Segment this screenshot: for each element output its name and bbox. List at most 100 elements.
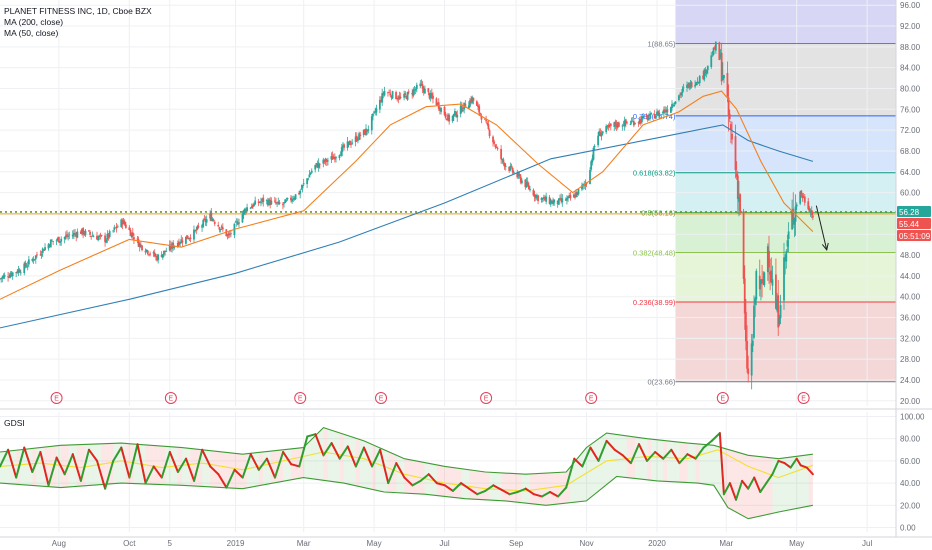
candle-body [172, 242, 175, 248]
candle-body [251, 205, 254, 208]
osc-fast-line-segment [217, 473, 228, 489]
time-axis-tick-label: 5 [168, 539, 173, 548]
candle-body [298, 193, 300, 195]
price-axis-tick-label: 92.00 [900, 22, 921, 31]
candle-body [687, 84, 690, 87]
osc-fast-line-segment [362, 446, 374, 468]
candle-body [470, 99, 472, 103]
candle-body [390, 95, 393, 98]
candle-body [156, 255, 158, 261]
candle-body [581, 185, 583, 190]
symbol-title: PLANET FITNESS INC, 1D, Cboe BZX [4, 6, 152, 16]
candle-body [397, 97, 400, 100]
candle-body [375, 108, 378, 113]
osc-lower-band[interactable] [0, 475, 814, 520]
candle-body [475, 101, 478, 106]
candle-body [55, 240, 58, 242]
time-axis-tick-label: Oct [123, 539, 136, 548]
earnings-event-marker[interactable]: E [716, 392, 729, 404]
candle-body [723, 75, 725, 79]
candle-body [654, 115, 657, 119]
osc-band-fill [780, 457, 785, 512]
candle-body [154, 255, 157, 257]
osc-fast-line-segment [747, 476, 756, 490]
osc-fast-line-segment [702, 439, 713, 449]
candle-body [318, 163, 321, 165]
earnings-event-marker[interactable]: E [50, 392, 63, 404]
projection-arrow[interactable] [815, 205, 828, 250]
candle-body [517, 173, 520, 177]
candle-body [265, 200, 268, 201]
ma200-line[interactable] [0, 124, 814, 329]
candle-body [228, 234, 231, 236]
candle-body [540, 198, 543, 200]
osc-axis-tick-label: 60.00 [900, 457, 921, 466]
candle-body [681, 88, 684, 94]
osc-band-fill [347, 435, 352, 485]
osc-band-fill [145, 444, 150, 485]
earnings-event-label: E [720, 396, 725, 403]
earnings-event-marker[interactable]: E [164, 392, 177, 404]
candle-body [261, 198, 264, 201]
osc-band-fill [707, 444, 712, 486]
osc-fast-line-segment [265, 457, 276, 479]
price-axis-tick-label: 36.00 [900, 314, 921, 323]
osc-band-fill [792, 456, 797, 510]
candle-body [607, 124, 610, 128]
symbol-legend: PLANET FITNESS INC, 1D, Cboe BZX MA (200… [4, 6, 152, 39]
osc-fast-line-segment [55, 456, 66, 476]
price-axis-tick-label: 60.00 [900, 189, 921, 198]
candle-body [439, 107, 441, 111]
candle-body [243, 208, 246, 212]
candle-body [728, 113, 731, 120]
candle-body [560, 197, 563, 202]
candle-body [47, 244, 50, 249]
candle-body [316, 163, 319, 168]
candle-body [112, 230, 115, 232]
osc-fast-line-segment [225, 468, 236, 489]
ma50-line[interactable] [0, 90, 814, 300]
candle-body [66, 234, 68, 237]
candle-body [702, 75, 705, 79]
candle-body [548, 197, 551, 204]
candle-body [533, 194, 536, 197]
candle-body [359, 134, 362, 136]
earnings-event-marker[interactable]: E [797, 392, 810, 404]
osc-fast-line-segment [39, 451, 50, 487]
osc-band-fill [206, 450, 211, 487]
earnings-event-marker[interactable]: E [585, 392, 598, 404]
candle-body [448, 114, 451, 122]
earnings-event-marker[interactable]: E [480, 392, 493, 404]
osc-fast-line-segment [233, 468, 244, 479]
candle-body [355, 135, 358, 142]
candle-body [333, 156, 336, 160]
candle-body [648, 117, 650, 120]
osc-band-fill [238, 453, 243, 489]
osc-band-fill [428, 463, 433, 496]
candle-body [631, 120, 634, 122]
candle-body [734, 136, 737, 171]
candle-body [512, 172, 515, 174]
osc-axis-tick-label: 80.00 [900, 435, 921, 444]
price-axis-tick-label: 76.00 [900, 105, 921, 114]
earnings-event-marker[interactable]: E [294, 392, 307, 404]
osc-fast-line-segment [371, 448, 382, 468]
candle-body [307, 178, 310, 180]
osc-fast-line-segment [516, 487, 527, 493]
candle-body [195, 229, 198, 231]
candle-body [196, 225, 199, 230]
candle-body [245, 209, 247, 212]
price-axis-tick-label: 44.00 [900, 272, 921, 281]
candle-body [454, 110, 456, 115]
osc-fast-line-segment [613, 448, 624, 457]
candle-body [323, 160, 326, 163]
candle-body [193, 229, 195, 240]
osc-band-fill [651, 439, 656, 481]
earnings-event-label: E [801, 396, 806, 403]
price-axis-tick-label: 40.00 [900, 293, 921, 302]
candle-body [71, 234, 74, 237]
candle-body [404, 93, 407, 95]
price-axis-tick-label: 20.00 [900, 397, 921, 406]
earnings-event-marker[interactable]: E [375, 392, 388, 404]
